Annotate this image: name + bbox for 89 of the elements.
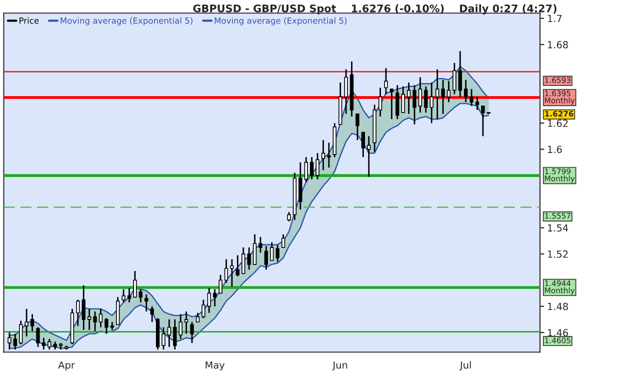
candlestick — [224, 258, 228, 284]
candlestick — [412, 84, 416, 126]
candlestick — [76, 299, 80, 327]
y-tick-label: 1.62 — [548, 120, 568, 127]
candlestick — [310, 156, 314, 180]
candlestick — [127, 287, 132, 304]
candlestick — [36, 326, 40, 348]
y-tick-label: 1.68 — [548, 41, 568, 48]
candlestick — [167, 318, 172, 348]
candlestick — [230, 258, 234, 288]
candlestick — [321, 139, 326, 171]
candlestick — [104, 317, 108, 334]
candlestick — [8, 332, 12, 350]
y-tick-label: 1.52 — [548, 250, 568, 258]
candlestick — [247, 246, 251, 270]
candlestick — [218, 274, 222, 294]
candlestick — [93, 310, 97, 332]
candlestick — [435, 68, 440, 120]
y-tick-label: 1.46 — [548, 328, 568, 336]
candlestick — [287, 211, 291, 222]
legend-label: Moving average (Exponential 5) — [60, 17, 192, 26]
candlestick — [178, 313, 182, 340]
candlestick — [144, 294, 148, 312]
candlestick — [316, 152, 320, 180]
candlestick — [133, 270, 137, 298]
candlestick — [441, 79, 445, 115]
candlestick — [367, 135, 371, 178]
candlestick — [190, 321, 194, 344]
candlestick — [384, 67, 388, 95]
candlestick — [30, 313, 34, 332]
candlestick — [242, 246, 246, 274]
candlestick — [82, 284, 86, 331]
candlestick — [150, 306, 154, 323]
x-tick-label: Jun — [332, 361, 348, 370]
candlestick — [327, 142, 331, 168]
candlestick — [162, 326, 166, 350]
candlestick — [430, 82, 434, 124]
candlestick — [424, 86, 428, 114]
candlestick — [42, 337, 46, 350]
candlestick — [122, 288, 126, 304]
candlestick — [202, 299, 206, 319]
candlestick — [298, 162, 302, 210]
candlestick — [138, 288, 143, 304]
candlestick — [184, 310, 188, 334]
candlestick — [361, 132, 365, 158]
candlestick — [464, 79, 468, 103]
candlestick — [481, 105, 485, 137]
candlestick — [344, 68, 348, 115]
candlestick — [406, 82, 411, 115]
candlestick — [396, 84, 400, 120]
candlestick — [418, 76, 422, 114]
candlestick — [281, 234, 286, 248]
candlestick — [24, 308, 28, 338]
legend-label: Moving average (Exponential 5) — [214, 17, 347, 26]
candlestick — [378, 87, 382, 118]
candlestick — [390, 88, 394, 120]
candlestick — [87, 308, 92, 331]
candlestick — [98, 308, 103, 328]
candlestick — [196, 312, 200, 323]
candlestick — [276, 244, 280, 263]
y-tick-label: 1.7 — [548, 14, 562, 22]
candlestick — [258, 236, 262, 254]
candlestick — [356, 113, 360, 141]
candlestick — [173, 318, 177, 350]
y-tick-label: 1.6 — [548, 146, 562, 154]
candlestick — [252, 234, 257, 266]
candlestick — [475, 96, 480, 111]
x-tick-label: Jul — [459, 361, 471, 370]
candlestick — [48, 338, 52, 350]
candlestick — [212, 288, 217, 308]
candlestick — [207, 287, 211, 314]
legend-label: Price — [20, 17, 39, 24]
candlestick — [116, 296, 120, 326]
candlestick — [446, 80, 451, 103]
candlestick — [458, 50, 462, 98]
candlestick — [401, 86, 405, 114]
chart-title: GBPUSD - GBP/USD Spot 1.6276 (-0.10%) Daily 0:27 (4:27) — [193, 4, 556, 14]
candlestick — [19, 320, 23, 345]
candlestick — [236, 254, 240, 277]
candlestick — [304, 156, 308, 183]
y-tick-label: 1.48 — [548, 302, 568, 310]
candlestick — [264, 245, 268, 270]
x-tick-label: May — [206, 361, 225, 371]
candlestick — [452, 62, 456, 95]
candlestick — [470, 88, 474, 107]
candlestick — [270, 241, 274, 262]
y-tick-label: 1.54 — [548, 224, 568, 232]
x-tick-label: Apr — [58, 361, 75, 371]
candlestick — [13, 333, 18, 350]
